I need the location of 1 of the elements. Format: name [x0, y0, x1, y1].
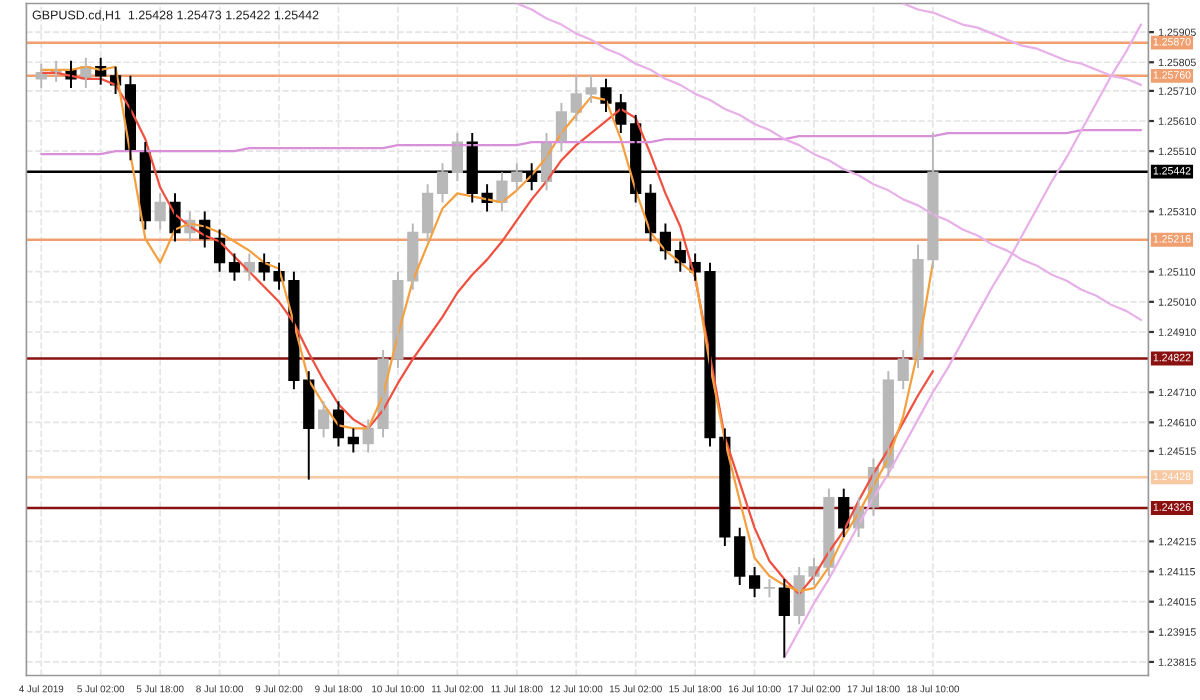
candlestick — [763, 578, 776, 599]
